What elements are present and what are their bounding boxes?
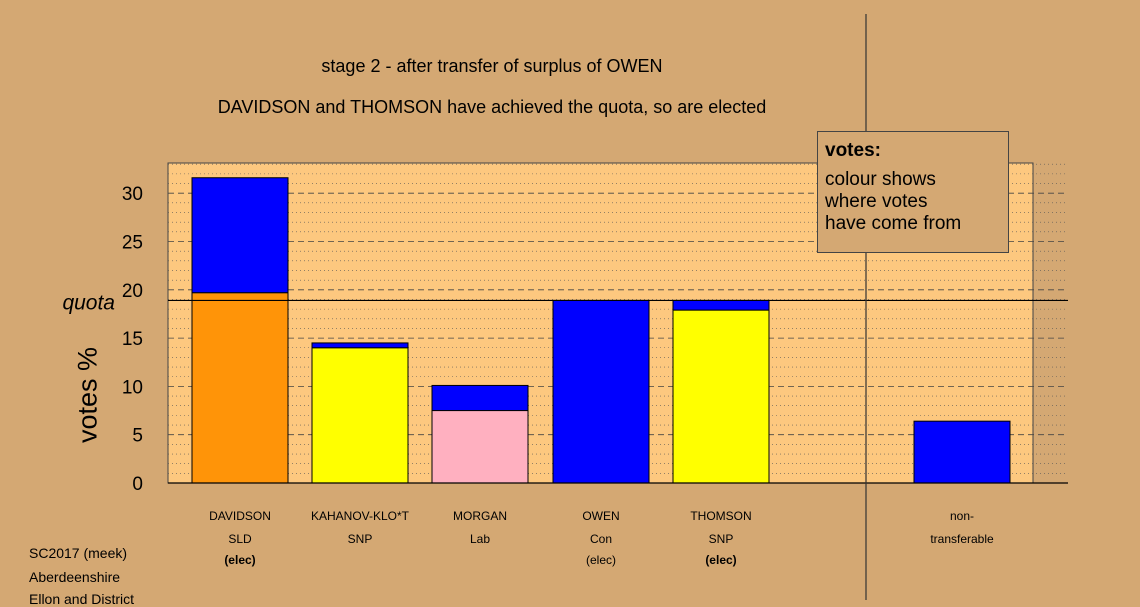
y-axis-label: votes % (72, 346, 103, 444)
footer-method: SC2017 (meek) (29, 545, 128, 561)
bar-first-preference (431, 410, 529, 484)
y-tick-label: 30 (122, 184, 143, 205)
chart-title: stage 2 - after transfer of surplus of O… (321, 56, 663, 76)
quota-label: quota (62, 291, 115, 314)
y-tick-label: 0 (132, 474, 143, 495)
category-party-label: Lab (470, 532, 490, 546)
category-status-label: (elec) (224, 553, 255, 567)
y-tick-label: 25 (122, 233, 143, 254)
bar-transfer-votes (191, 177, 289, 294)
bar-first-preference (191, 292, 289, 484)
legend-title: votes: (825, 140, 881, 161)
category-name-label: OWEN (582, 509, 619, 523)
bar-transfer-votes (672, 299, 770, 311)
bar-first-preference (672, 309, 770, 484)
legend-line: colour shows (825, 169, 936, 190)
category-name-label: non- (950, 509, 974, 523)
y-tick-label: 10 (122, 377, 143, 398)
category-party-label: SLD (228, 532, 252, 546)
legend-box: votes: colour shows where votes have com… (817, 131, 1009, 253)
bar-transfer-votes (431, 384, 529, 412)
bar-transfer-votes (913, 420, 1011, 484)
bar-first-preference (311, 347, 409, 484)
category-name-label: MORGAN (453, 509, 507, 523)
legend-line: have come from (825, 213, 962, 234)
category-party-label: transferable (930, 532, 994, 546)
y-tick-label: 20 (122, 281, 143, 302)
legend-line: where votes (825, 191, 928, 212)
category-name-label: THOMSON (690, 509, 751, 523)
footer-ward: Ellon and District (29, 591, 135, 607)
category-status-label: (elec) (705, 553, 736, 567)
category-party-label: SNP (709, 532, 734, 546)
bar-transfer-votes (311, 342, 409, 349)
category-party-label: SNP (348, 532, 373, 546)
category-status-label: (elec) (586, 553, 616, 567)
category-name-label: KAHANOV-KLO*T (311, 509, 410, 523)
chart-subtitle: DAVIDSON and THOMSON have achieved the q… (217, 97, 767, 117)
footer-council: Aberdeenshire (29, 569, 121, 585)
y-tick-label: 15 (122, 329, 143, 350)
y-tick-label: 5 (132, 426, 143, 447)
category-party-label: Con (590, 532, 612, 546)
category-name-label: DAVIDSON (209, 509, 271, 523)
bar-transfer-votes (552, 299, 650, 484)
